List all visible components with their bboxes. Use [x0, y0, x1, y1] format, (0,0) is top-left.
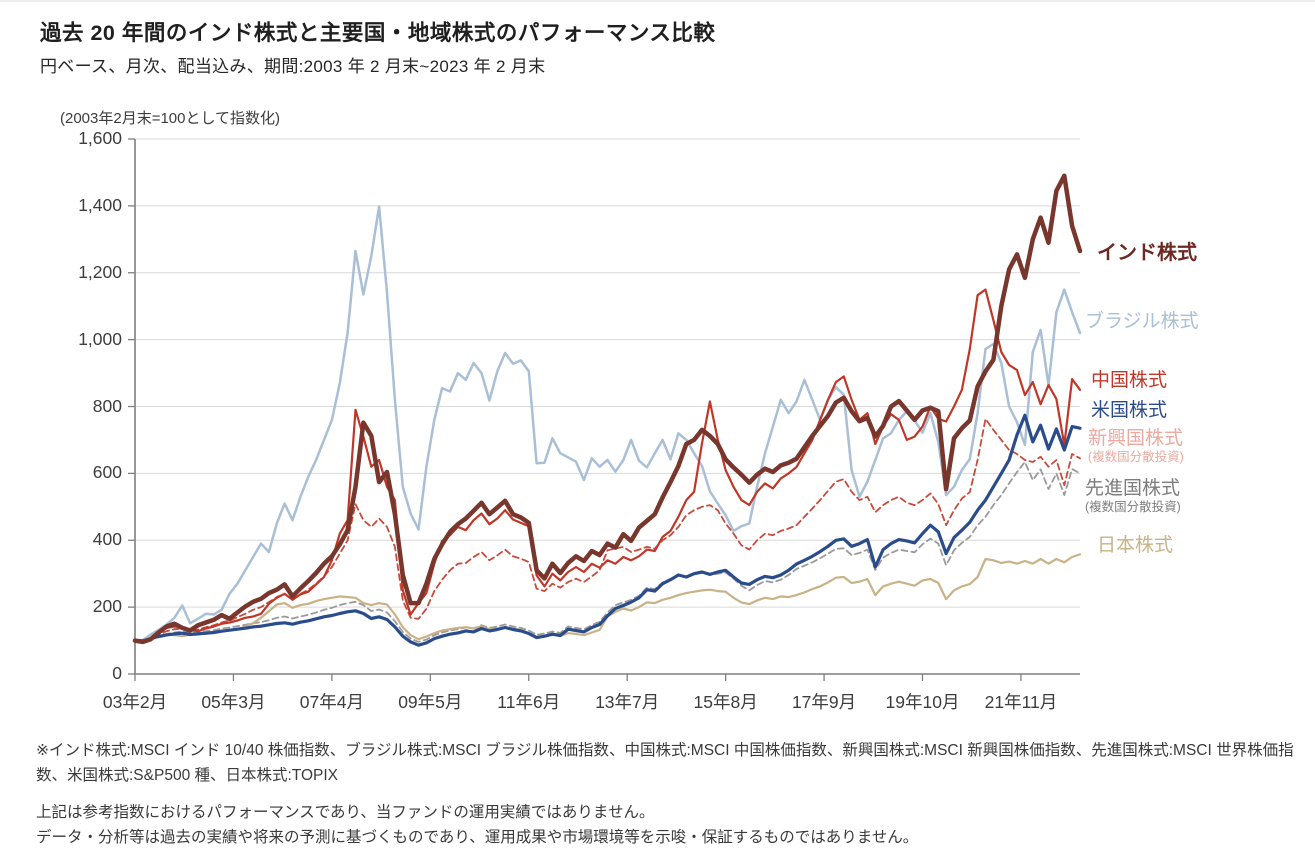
x-axis-label-3: 09年5月	[398, 692, 463, 712]
legend-item-emerging: 新興国株式 (複数国分散投資)	[1088, 428, 1184, 464]
series-line-china	[133, 288, 1082, 643]
legend-sublabel-emerging: (複数国分散投資)	[1088, 449, 1184, 464]
x-axis-label-8: 19年10月	[885, 692, 960, 712]
y-axis-label-1,200: 1,200	[78, 261, 122, 282]
legend-item-developed: 先進国株式 (複数国分散投資)	[1085, 478, 1181, 514]
x-axis-label-7: 17年9月	[791, 692, 857, 712]
x-axis-label-4: 11年6月	[497, 692, 561, 712]
index-base-note: (2003年2月末=100として指数化)	[60, 110, 281, 127]
legend-item-brazil: ブラジル株式	[1085, 311, 1199, 333]
x-axis-label-6: 15年8月	[693, 692, 758, 712]
x-axis-label-1: 05年3月	[201, 692, 266, 712]
legend-item-india: インド株式	[1097, 242, 1197, 265]
legend-sublabel-developed: (複数国分散投資)	[1085, 499, 1181, 514]
disclaimer-line-1: 上記は参考指数におけるパフォーマンスであり、当ファンドの運用実績ではありません。	[36, 804, 655, 821]
series-line-us	[133, 413, 1082, 647]
series-line-developed	[134, 461, 1081, 643]
legend-label-developed: 先進国株式	[1085, 478, 1181, 499]
x-axis-label-2: 07年4月	[299, 692, 364, 712]
y-axis-label-1,600: 1,600	[78, 128, 122, 148]
series-line-brazil	[133, 205, 1082, 642]
index-definitions-note: ※インド株式:MSCI インド 10/40 株価指数、ブラジル株式:MSCI ブ…	[36, 742, 1294, 784]
y-axis-label-200: 200	[92, 596, 122, 617]
footnotes: ※インド株式:MSCI インド 10/40 株価指数、ブラジル株式:MSCI ブ…	[36, 738, 1298, 850]
x-axis-label-9: 21年11月	[984, 692, 1058, 712]
legend-label-japan: 日本株式	[1097, 535, 1174, 556]
disclaimer-line-2: データ・分析等は過去の実績や将来の予測に基づくものであり、運用成果や市場環境等を…	[36, 829, 919, 846]
page-title: 過去 20 年間のインド株式と主要国・地域株式のパフォーマンス比較	[40, 21, 716, 45]
y-axis-label-1,000: 1,000	[78, 328, 122, 349]
legend-label-india: インド株式	[1097, 242, 1197, 264]
legend-item-us: 米国株式	[1091, 400, 1167, 422]
y-axis-label-1,400: 1,400	[78, 194, 122, 215]
y-axis-label-0: 0	[112, 663, 122, 683]
page-subtitle: 円ベース、月次、配当込み、期間:2003 年 2 月末~2023 年 2 月末	[40, 57, 546, 76]
x-axis-label-5: 13年7月	[595, 692, 660, 712]
legend-label-emerging: 新興国株式	[1088, 428, 1184, 449]
legend-label-us: 米国株式	[1091, 400, 1168, 421]
y-axis-label-600: 600	[92, 462, 122, 483]
y-axis-label-800: 800	[92, 395, 122, 416]
y-axis-label-400: 400	[92, 529, 122, 550]
legend-item-china: 中国株式	[1091, 370, 1167, 392]
x-axis-label-0: 03年2月	[102, 692, 168, 712]
legend-label-china: 中国株式	[1091, 370, 1168, 391]
legend-item-japan: 日本株式	[1097, 535, 1173, 557]
legend-label-brazil: ブラジル株式	[1085, 311, 1199, 332]
series-line-india	[132, 173, 1083, 645]
